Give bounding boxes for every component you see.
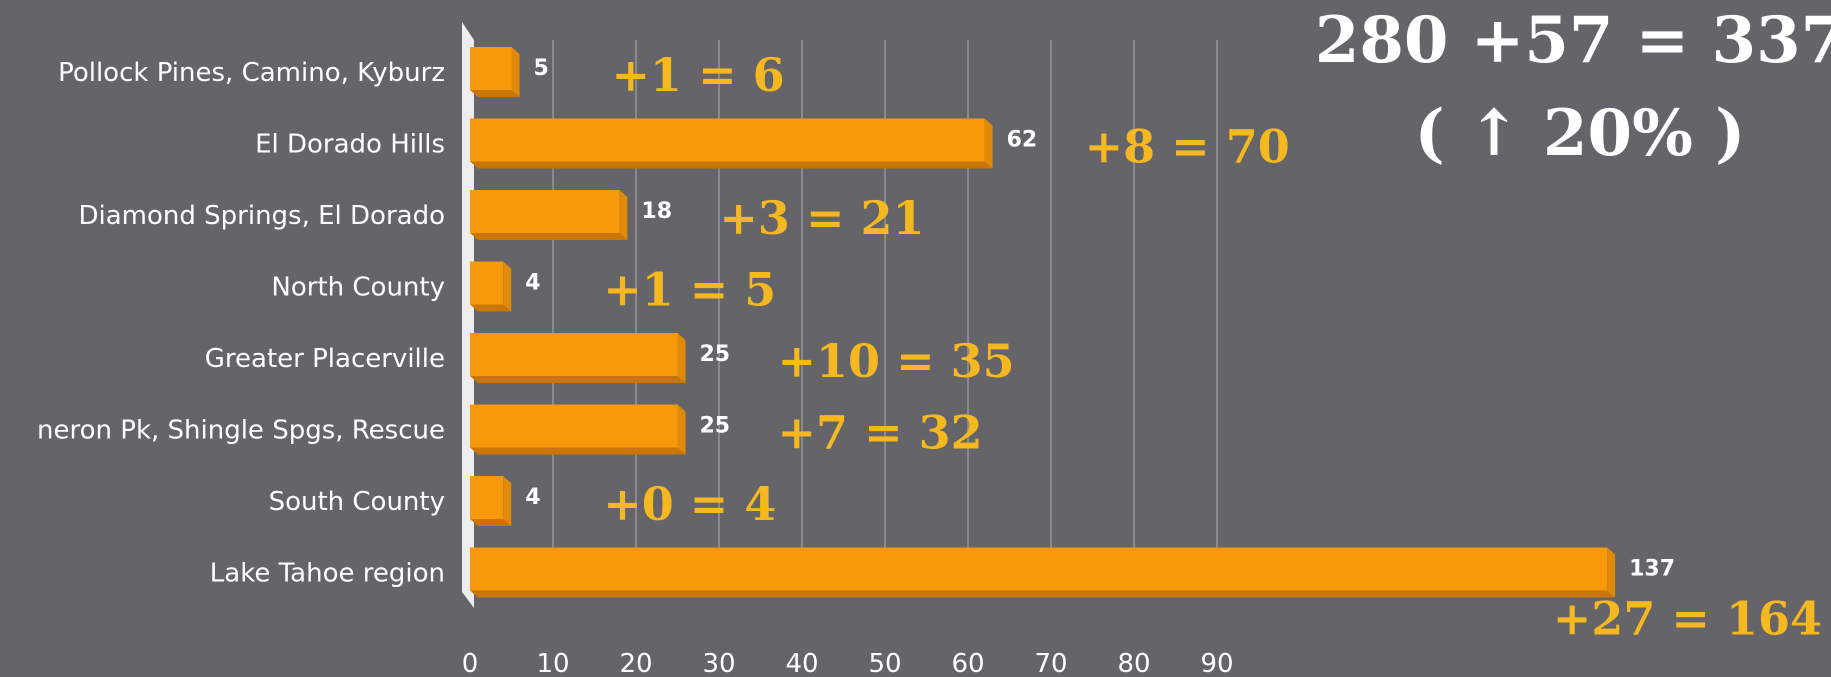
annotation-label: +1 = 5	[603, 263, 776, 317]
category-label: Lake Tahoe region	[210, 559, 445, 589]
labels: 0 10 20 30 40 50 60 70 80 90 Pollock Pines, Camino…	[37, 48, 1822, 677]
bar-depth	[470, 90, 520, 97]
bar	[470, 118, 993, 169]
x-tick-label: 40	[785, 649, 818, 677]
data-label: 137	[1629, 557, 1675, 582]
bar-end	[677, 333, 686, 383]
x-tick-label: 20	[619, 649, 652, 677]
summary-line-2: ( ↑ 20% )	[1415, 96, 1746, 171]
bar-depth	[470, 519, 512, 526]
data-label: 62	[1007, 128, 1038, 153]
bar	[470, 190, 628, 240]
category-label: neron Pk, Shingle Spgs, Rescue	[37, 416, 445, 446]
bar-depth	[470, 376, 686, 383]
category-label: South County	[269, 487, 445, 517]
x-tick-label: 60	[951, 649, 984, 677]
bar-face	[470, 476, 504, 519]
bar-end	[1607, 547, 1616, 598]
category-label: El Dorado Hills	[255, 130, 445, 160]
annotation-label: +27 = 164	[1553, 592, 1822, 646]
bar-face	[470, 261, 504, 305]
bar-depth	[470, 161, 993, 169]
data-label: 5	[534, 56, 549, 81]
bar-end	[503, 261, 512, 312]
bar	[470, 404, 686, 455]
y-axis	[462, 22, 474, 608]
annotation-label: +10 = 35	[778, 334, 1015, 388]
bar-depth	[470, 233, 628, 240]
annotation-label: +1 = 6	[612, 48, 785, 102]
bar-face	[470, 47, 512, 90]
x-tick-label: 10	[536, 649, 569, 677]
category-label: Diamond Springs, El Dorado	[78, 201, 445, 231]
x-tick-label: 0	[462, 649, 479, 677]
bar-face	[470, 333, 678, 376]
bar-face	[470, 190, 620, 233]
data-label: 4	[525, 485, 540, 510]
bar-end	[619, 190, 628, 240]
data-label: 25	[700, 414, 731, 439]
summary-line-1: 280 +57 = 337	[1315, 3, 1831, 78]
bar-end	[511, 47, 520, 97]
category-label: North County	[271, 273, 445, 303]
bar-end	[677, 404, 686, 455]
bar-depth	[470, 447, 686, 455]
data-label: 18	[641, 199, 672, 224]
axis-wall	[462, 22, 474, 608]
annotation-label: +8 = 70	[1085, 120, 1290, 174]
bar-depth	[470, 590, 1616, 598]
data-label: 4	[525, 271, 540, 296]
bar	[470, 47, 520, 97]
category-label: Pollock Pines, Camino, Kyburz	[58, 58, 445, 88]
annotation-label: +7 = 32	[778, 406, 983, 460]
bar-face	[470, 547, 1608, 591]
x-tick-label: 90	[1200, 649, 1233, 677]
data-label: 25	[700, 342, 731, 367]
bar	[470, 261, 512, 312]
bar-face	[470, 118, 985, 162]
x-tick-label: 50	[868, 649, 901, 677]
bar	[470, 333, 686, 383]
bar	[470, 476, 512, 526]
annotation-label: +3 = 21	[719, 191, 924, 245]
x-tick-label: 70	[1034, 649, 1067, 677]
annotation-label: +0 = 4	[603, 477, 776, 531]
category-label: Greater Placerville	[205, 344, 445, 374]
bar-end	[984, 118, 993, 169]
bar-depth	[470, 304, 512, 312]
x-tick-label: 30	[702, 649, 735, 677]
x-tick-label: 80	[1117, 649, 1150, 677]
bars	[470, 47, 1616, 598]
bar-end	[503, 476, 512, 526]
bar-face	[470, 404, 678, 448]
bar	[470, 547, 1616, 598]
